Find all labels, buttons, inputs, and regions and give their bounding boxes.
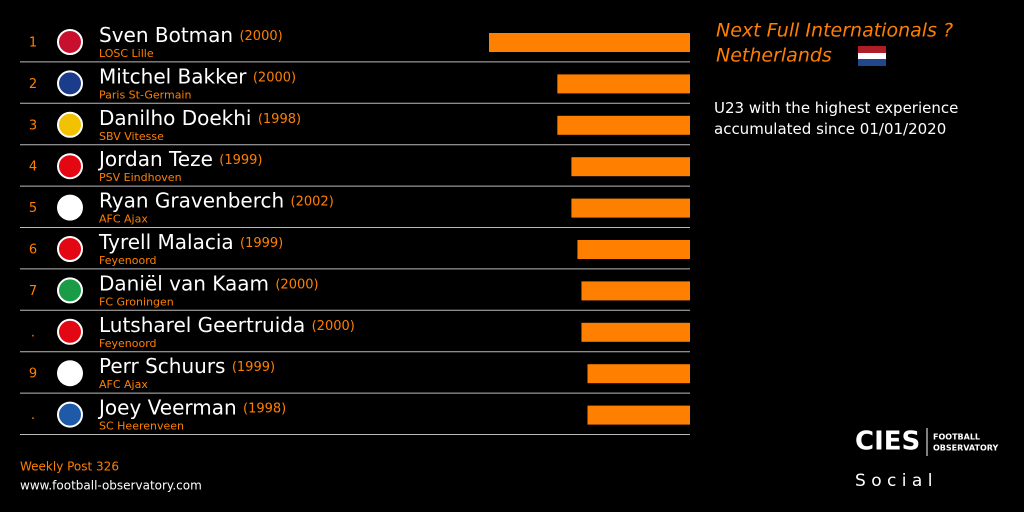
rank: 2 [29,77,37,92]
logo-brand: CIES [855,427,920,457]
rank: 5 [29,201,37,216]
bar [577,240,690,259]
footer-post: Weekly Post 326 [20,460,119,474]
club-logo [57,277,83,304]
bar [571,157,690,177]
club: FC Groningen [99,295,174,308]
name: Perr Schuurs [99,354,225,378]
logo-tag: S o c i a l [855,471,932,491]
logo-line2: OBSERVATORY [933,444,998,453]
footer-url: www.football-observatory.com [20,479,202,493]
name: Lutsharel Geertruida [99,312,305,336]
player-name: Jordan Teze (1999) [97,147,263,171]
birth-year: (2000) [239,29,282,44]
player-name: Joey Veerman (1998) [97,395,286,419]
player-name: Sven Botman (2000) [99,23,283,47]
player-name: Danilho Doekhi (1998) [99,105,301,129]
club-logo [57,318,83,345]
club-logo [57,70,83,97]
birth-year: (1999) [219,153,262,168]
club-logo [57,401,83,428]
club: LOSC Lille [99,47,154,60]
bar [571,198,690,218]
subtitle: U23 with the highest experience accumula… [714,99,959,138]
birth-year: (1998) [258,111,301,126]
rank: 6 [29,243,37,258]
name: Danilho Doekhi [99,105,251,129]
name: Sven Botman [99,23,233,47]
club: AFC Ajax [99,213,148,226]
club: SC Heerenveen [99,420,184,433]
name: Tyrell Malacia [98,230,234,254]
birth-year: (2000) [253,70,296,85]
bar [581,322,690,342]
name: Joey Veerman [97,395,237,419]
club-logo [57,111,83,138]
subtitle-box: U23 with the highest experience accumula… [714,99,959,138]
club-logo [57,153,83,180]
birth-year: (2000) [312,318,355,333]
club-logo [57,29,83,55]
bar [587,405,690,425]
club: AFC Ajax [99,378,148,391]
bar [581,281,690,301]
name: Mitchel Bakker [99,64,247,88]
flag [858,46,886,66]
club: Paris St-Germain [99,88,191,101]
title-country: Netherlands [716,45,832,67]
club-logo [57,360,83,387]
bar [557,115,690,135]
title: Next Full Internationals ? [716,20,953,42]
club: Feyenoord [99,254,157,267]
birth-year: (2002) [291,194,334,209]
club: SBV Vitesse [99,130,164,143]
player-name: Tyrell Malacia (1999) [98,230,283,254]
birth-year: (2000) [275,277,318,292]
player-name: Lutsharel Geertruida (2000) [99,312,355,336]
club-logo [57,194,83,221]
player-name: Ryan Gravenberch (2002) [99,188,334,212]
bar [489,33,690,52]
birth-year: (1999) [232,360,275,375]
rank: 1 [29,36,37,51]
rank: . [31,325,35,340]
rank: 9 [29,367,37,382]
name: Daniël van Kaam [99,271,269,295]
logo-line1: FOOTBALL [933,433,980,442]
rank: 4 [29,160,37,175]
rank: 7 [29,284,37,299]
club-logo [57,236,83,262]
bar [587,364,690,384]
rank: 3 [29,118,37,133]
player-name: Mitchel Bakker (2000) [99,64,296,88]
birth-year: (1998) [243,401,286,416]
bar [557,74,690,94]
club: PSV Eindhoven [99,171,182,184]
player-name: Daniël van Kaam (2000) [99,271,319,295]
name: Ryan Gravenberch [99,188,284,212]
rank: . [31,408,35,423]
player-name: Perr Schuurs (1999) [99,354,275,378]
club: Feyenoord [99,337,157,350]
birth-year: (1999) [240,236,283,251]
name: Jordan Teze [97,147,213,171]
